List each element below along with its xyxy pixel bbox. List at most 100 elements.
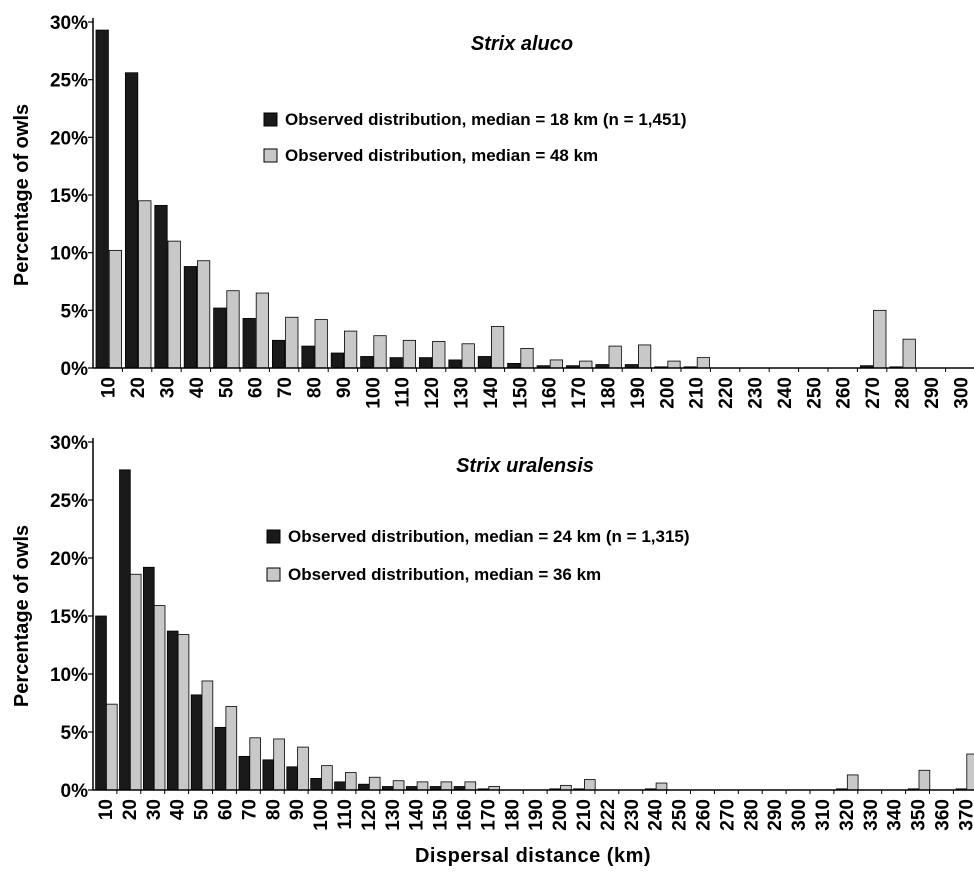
x-tick-label: 150 [510,377,531,409]
x-tick-label: 30 [158,377,179,398]
bar-second [918,769,931,791]
bar-second [108,249,122,369]
x-tick-label: 80 [305,377,326,398]
x-tick-label: 360 [932,799,953,831]
x-tick-label: 90 [334,377,355,398]
y-axis-label: Percentage of owls [11,525,33,707]
chart-title: Strix aluco [471,33,573,55]
bar-observed [242,318,256,369]
x-tick-label: 260 [834,377,855,409]
bar-second [902,338,916,369]
bar-second [321,765,333,791]
bar-second [464,781,477,791]
bar-second [373,335,387,369]
x-tick-label: 250 [804,377,825,409]
bar-second [167,240,181,369]
x-tick-label: 210 [687,377,708,409]
x-tick-label: 50 [192,799,213,820]
x-tick-label: 370 [956,799,974,831]
bar-second [196,260,211,369]
bar-second [966,753,974,791]
bar-second [461,343,475,369]
x-tick-label: 290 [922,377,943,409]
bar-observed [286,766,298,791]
x-tick-label: 230 [746,377,767,409]
bar-observed [418,357,433,369]
bar-observed [330,352,345,369]
x-tick-label: 350 [909,799,930,831]
y-tick-label: 30% [50,13,88,34]
bar-second [490,326,505,369]
y-tick-label: 25% [50,491,88,512]
x-tick-label: 120 [422,377,443,409]
bar-second [696,357,711,369]
x-tick-label: 90 [287,799,308,820]
x-tick-label: 130 [383,799,404,831]
x-tick-label: 280 [741,799,762,831]
x-tick-label: 70 [275,377,296,398]
bar-second [873,309,887,369]
y-tick-label: 15% [50,607,88,628]
bar-observed [271,339,286,369]
x-tick-label: 222 [598,799,619,831]
bar-second [343,330,358,369]
bar-observed [360,356,374,369]
bar-second [520,347,534,369]
x-tick-label: 330 [861,799,882,831]
x-tick-label: 110 [393,377,414,408]
x-tick-label: 240 [775,377,796,409]
x-tick-label: 210 [574,799,595,831]
bar-second [225,706,238,791]
x-tick-label: 290 [765,799,786,831]
x-tick-label: 140 [481,377,502,409]
x-tick-label: 40 [168,799,189,820]
bar-second [608,345,622,369]
bar-second [549,359,564,369]
bar-second [344,772,357,791]
legend-label-second: Observed distribution, median = 36 km [288,565,601,584]
bar-observed [358,783,370,791]
x-tick-label: 160 [540,377,561,409]
x-tick-label: 100 [311,799,332,831]
bar-second [138,200,152,369]
y-tick-label: 30% [50,433,88,454]
chart-title: Strix uralensis [456,455,594,477]
y-tick-label: 10% [50,665,88,686]
x-tick-label: 10 [96,799,117,820]
y-tick-label: 5% [61,301,89,322]
x-tick-label: 270 [863,377,884,409]
bar-second [177,634,190,791]
x-tick-label: 50 [216,377,237,398]
x-tick-label: 310 [813,799,834,831]
bar-second [314,319,328,369]
bar-observed [334,781,346,791]
bar-second [273,738,285,791]
bar-observed [190,694,203,791]
x-tick-label: 100 [363,377,384,409]
x-tick-label: 300 [951,377,972,409]
x-tick-label: 30 [144,799,165,820]
bar-second [579,360,593,369]
x-tick-label: 150 [431,799,452,831]
bar-observed [125,72,139,369]
bar-second [249,737,262,791]
bar-second [846,774,859,791]
bar-observed [238,755,251,791]
bar-observed [119,469,131,791]
y-tick-label: 15% [50,186,88,207]
bar-second [129,573,142,791]
bar-second [655,782,668,791]
x-tick-label: 110 [335,799,356,830]
x-tick-label: 240 [646,799,667,831]
y-axis-label: Percentage of owls [11,104,33,286]
x-tick-label: 180 [502,799,523,831]
bar-observed [262,759,275,791]
x-tick-label: 160 [454,799,475,831]
y-tick-label: 5% [61,723,89,744]
x-tick-label: 70 [239,799,260,820]
bar-observed [95,615,107,791]
legend-label-second: Observed distribution, median = 48 km [285,146,598,165]
legend-label-observed: Observed distribution, median = 24 km (n… [288,527,690,546]
